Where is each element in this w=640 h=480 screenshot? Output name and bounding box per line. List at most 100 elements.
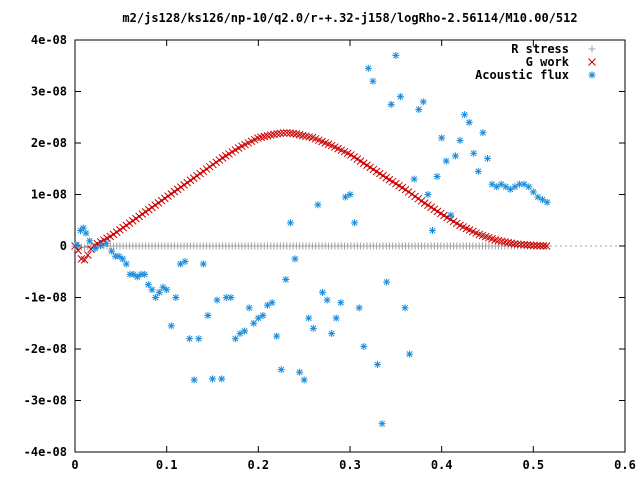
data-point — [112, 228, 121, 237]
data-point — [144, 281, 152, 289]
y-tick-label: -1e-08 — [24, 291, 67, 305]
x-tick-label: 0.5 — [522, 458, 544, 472]
data-point — [517, 240, 525, 249]
data-point — [474, 167, 482, 175]
data-point — [82, 229, 90, 237]
data-point — [218, 375, 226, 383]
data-point — [332, 314, 340, 322]
y-tick-label: 4e-08 — [31, 33, 67, 47]
data-point — [319, 288, 326, 296]
legend-marker — [588, 58, 596, 66]
x-tick-label: 0.6 — [614, 458, 636, 472]
data-point — [193, 171, 201, 180]
data-point — [268, 299, 276, 307]
data-point — [209, 375, 216, 383]
data-point — [195, 335, 203, 343]
data-point — [273, 332, 281, 340]
data-point — [539, 242, 548, 250]
data-point — [504, 238, 512, 247]
data-point — [513, 240, 522, 249]
data-point — [199, 260, 207, 268]
data-point — [282, 128, 291, 137]
data-point — [360, 342, 368, 350]
data-point — [130, 270, 138, 278]
data-point — [115, 252, 123, 260]
data-point — [222, 294, 230, 301]
data-point — [479, 129, 487, 137]
data-point — [212, 158, 221, 167]
data-point — [401, 304, 409, 312]
data-point — [314, 201, 322, 209]
data-point — [199, 167, 208, 176]
data-point — [424, 191, 432, 198]
data-point — [164, 192, 172, 200]
data-point — [291, 255, 299, 263]
data-point — [305, 314, 313, 322]
data-point — [408, 190, 416, 199]
data-point — [323, 296, 331, 304]
data-point — [337, 299, 345, 307]
data-point — [529, 241, 538, 250]
data-point — [520, 240, 529, 249]
data-point — [86, 237, 94, 245]
data-point — [122, 260, 130, 268]
data-point — [116, 226, 124, 234]
data-point — [387, 100, 395, 108]
y-tick-label: 1e-08 — [31, 188, 67, 202]
x-tick-label: 0.4 — [431, 458, 453, 472]
data-point — [374, 360, 381, 368]
data-point — [529, 188, 537, 196]
data-point — [378, 420, 386, 428]
data-point — [205, 162, 214, 171]
data-point — [196, 169, 204, 178]
data-point — [133, 273, 141, 281]
chart-title: m2/js128/ks126/np-10/q2.0/r-+.32-j158/lo… — [122, 11, 577, 25]
data-point — [266, 131, 275, 139]
data-point — [494, 236, 503, 245]
y-tick-label: 3e-08 — [31, 85, 67, 99]
data-point — [160, 194, 169, 203]
data-point — [438, 134, 446, 142]
data-point — [523, 241, 532, 249]
data-point — [227, 294, 235, 301]
data-point — [79, 224, 87, 232]
data-point — [536, 241, 545, 250]
data-point — [302, 132, 310, 141]
data-point — [286, 219, 294, 227]
data-point — [157, 196, 166, 205]
data-point — [73, 241, 81, 249]
data-point — [276, 129, 285, 138]
data-point — [245, 304, 253, 312]
data-point — [351, 219, 359, 227]
data-point — [507, 239, 516, 248]
data-point — [260, 132, 269, 141]
data-point — [190, 376, 198, 384]
data-point — [525, 183, 533, 191]
data-point — [128, 217, 137, 225]
data-point — [404, 188, 413, 196]
data-point — [108, 247, 116, 255]
series-r-stress — [71, 242, 551, 251]
data-point — [125, 219, 134, 228]
data-point — [102, 239, 110, 247]
data-point — [429, 227, 436, 235]
data-point — [152, 294, 160, 301]
series-g-work — [71, 128, 551, 264]
x-tick-label: 0 — [71, 458, 78, 472]
data-point — [80, 255, 89, 264]
legend-marker — [588, 45, 596, 53]
data-point — [202, 165, 211, 173]
data-point — [296, 368, 304, 376]
legend-label: Acoustic flux — [475, 68, 569, 82]
data-point — [465, 118, 473, 126]
data-point — [154, 199, 163, 207]
data-point — [186, 176, 195, 185]
data-point — [298, 131, 307, 140]
data-point — [83, 251, 92, 259]
data-point — [183, 178, 192, 187]
data-point — [148, 286, 156, 294]
data-point — [417, 197, 426, 205]
data-point — [355, 304, 363, 312]
data-point — [215, 156, 224, 164]
